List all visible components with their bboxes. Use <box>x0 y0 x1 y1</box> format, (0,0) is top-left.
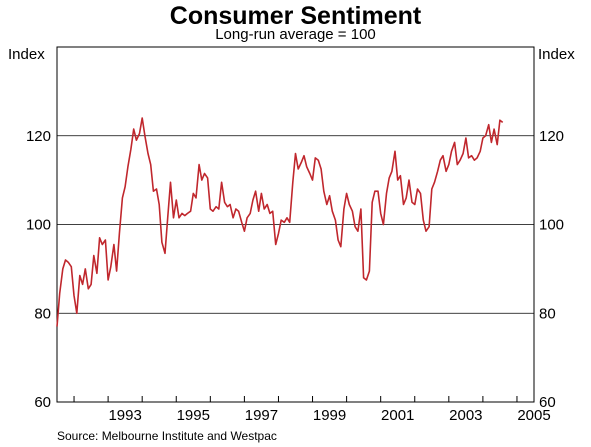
x-tick-label-1995: 1995 <box>177 407 210 424</box>
y-tick-label-left-60: 60 <box>34 394 51 411</box>
x-tick-label-1993: 1993 <box>108 407 141 424</box>
y-axis-unit-left: Index <box>8 46 45 63</box>
y-axis-unit-right: Index <box>538 46 575 63</box>
y-tick-label-left-80: 80 <box>34 305 51 322</box>
chart-subtitle: Long-run average = 100 <box>215 26 376 43</box>
y-tick-label-left-120: 120 <box>26 128 51 145</box>
x-tick-label-2001: 2001 <box>381 407 414 424</box>
x-tick-label-1997: 1997 <box>245 407 278 424</box>
source-note: Source: Melbourne Institute and Westpac <box>57 429 277 443</box>
series-line-0 <box>56 117 504 327</box>
chart-title: Consumer Sentiment <box>169 2 422 30</box>
x-tick-label-1999: 1999 <box>313 407 346 424</box>
x-tick-label-2005: 2005 <box>517 407 550 424</box>
plot-frame <box>56 46 535 403</box>
x-tick-label-2003: 2003 <box>449 407 482 424</box>
y-tick-label-left-100: 100 <box>26 217 51 234</box>
y-tick-label-right-80: 80 <box>539 305 556 322</box>
y-tick-label-right-60: 60 <box>539 394 556 411</box>
y-tick-label-right-120: 120 <box>539 128 564 145</box>
y-tick-label-right-100: 100 <box>539 217 564 234</box>
